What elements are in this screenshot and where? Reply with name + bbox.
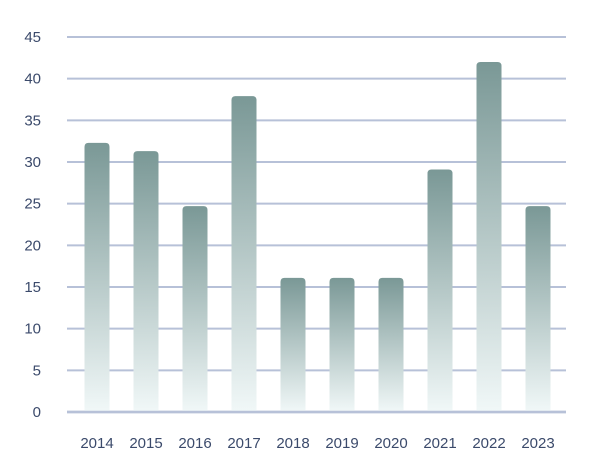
x-tick-label: 2020 <box>374 435 407 452</box>
x-tick-label: 2022 <box>472 435 505 452</box>
x-axis-tick-labels: 2014 2015 2016 2017 2018 2019 2020 2021 2022 2023 <box>80 435 554 452</box>
x-tick-label: 2017 <box>227 435 260 452</box>
bar-2015 <box>133 151 159 412</box>
y-tick-label: 5 <box>33 362 41 379</box>
y-tick-label: 30 <box>24 154 41 171</box>
bar-2021 <box>427 169 453 412</box>
bar-2023 <box>525 206 551 412</box>
x-tick-label: 2016 <box>178 435 211 452</box>
x-tick-label: 2021 <box>423 435 456 452</box>
y-tick-label: 20 <box>24 237 41 254</box>
x-tick-label: 2019 <box>325 435 358 452</box>
y-tick-label: 0 <box>33 404 41 421</box>
x-tick-label: 2014 <box>80 435 113 452</box>
bar-2016 <box>182 206 208 412</box>
x-tick-label: 2015 <box>129 435 162 452</box>
bar-2018 <box>280 277 306 412</box>
y-axis-tick-labels: 0 5 10 15 20 25 30 35 40 45 <box>24 29 41 421</box>
y-tick-label: 45 <box>24 29 41 46</box>
bar-2019 <box>329 277 355 412</box>
bar-2017 <box>231 96 257 413</box>
y-tick-label: 15 <box>24 279 41 296</box>
bar-2022 <box>476 62 502 412</box>
y-tick-label: 10 <box>24 321 41 338</box>
y-tick-label: 25 <box>24 196 41 213</box>
bar-2014 <box>84 142 110 413</box>
bars <box>67 62 566 414</box>
y-tick-label: 40 <box>24 71 41 88</box>
bar-2020 <box>378 277 404 412</box>
x-tick-label: 2023 <box>521 435 554 452</box>
y-tick-label: 35 <box>24 112 41 129</box>
x-tick-label: 2018 <box>276 435 309 452</box>
